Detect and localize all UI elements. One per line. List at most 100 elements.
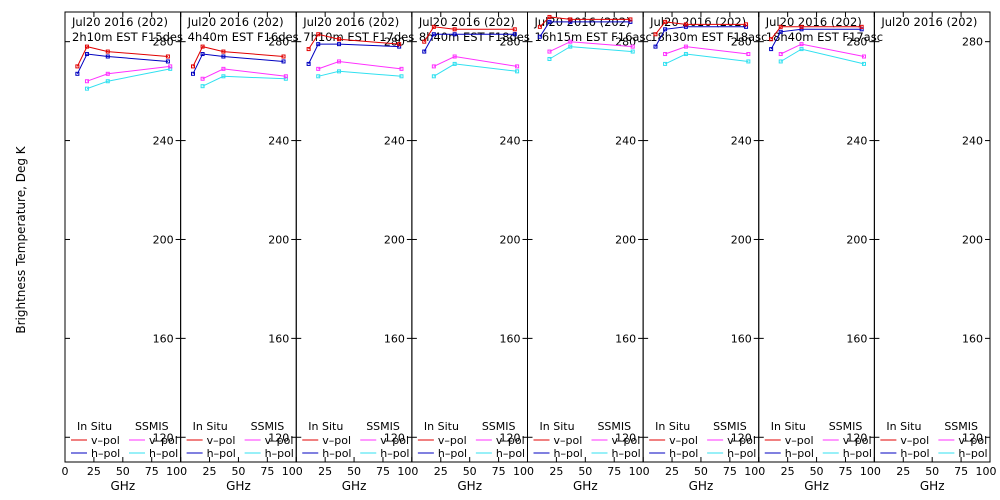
x-tick-label: 25 [318, 465, 332, 478]
insitu_h-line [76, 53, 168, 75]
y-tick-label: 240 [846, 135, 867, 148]
insitu_v-point [628, 17, 633, 22]
y-tick-label: 120 [153, 431, 174, 444]
ssmis_v-legend-label: v–pol [612, 434, 641, 447]
panel-title: Jul20 2016 (202) [71, 15, 168, 29]
ssmis_h-legend-label: h–pol [958, 447, 987, 460]
insitu_h-legend-label: h–pol [322, 447, 351, 460]
y-axis-label: Brightness Temperature, Deg K [14, 145, 28, 333]
ssmis_h-legend-label: h–pol [727, 447, 756, 460]
insitu_v-point [683, 22, 688, 27]
x-tick-label: 25 [87, 465, 101, 478]
ssmis_v-point [799, 42, 804, 47]
y-tick-label: 200 [846, 233, 867, 246]
y-tick-label: 280 [500, 36, 521, 49]
x-tick-label: 50 [347, 465, 361, 478]
y-tick-label: 120 [615, 431, 636, 444]
insitu_h-point [84, 52, 89, 57]
ssmis_v-point [337, 59, 342, 64]
insitu_v-point [337, 37, 342, 42]
insitu_v-legend-label: v–pol [900, 434, 929, 447]
ssmis_h-point [200, 84, 205, 89]
y-tick-label: 280 [153, 36, 174, 49]
insitu_h-point [221, 54, 226, 59]
insitu_v-line [770, 26, 862, 40]
insitu_v-legend-label: v–pol [785, 434, 814, 447]
y-tick-label: 240 [615, 135, 636, 148]
insitu_h-legend-label: h–pol [785, 447, 814, 460]
insitu_v-point [431, 24, 436, 29]
insitu_h-point [200, 52, 205, 57]
x-tick-label: 100 [860, 465, 881, 478]
legend-in-situ-heading: In Situ [771, 420, 806, 433]
ssmis_v-point [105, 71, 110, 76]
panel-title: Jul20 2016 (202) [765, 15, 862, 29]
insitu_h-point [653, 44, 658, 49]
ssmis_h-point [337, 69, 342, 74]
ssmis_h-point [683, 52, 688, 57]
x-tick-label: 25 [203, 465, 217, 478]
ssmis_v-point [283, 74, 288, 79]
y-tick-label: 240 [731, 135, 752, 148]
insitu_v-point [221, 49, 226, 54]
ssmis_v-point [746, 52, 751, 57]
ssmis_h-legend-label: h–pol [380, 447, 409, 460]
y-tick-label: 160 [500, 332, 521, 345]
ssmis_v-line [780, 43, 865, 57]
ssmis_v-point [168, 64, 173, 69]
y-tick-label: 120 [268, 431, 289, 444]
insitu_h-point [663, 27, 668, 32]
ssmis_v-point [630, 44, 635, 49]
x-tick-label: 50 [694, 465, 708, 478]
ssmis_h-legend-label: h–pol [843, 447, 872, 460]
legend-in-situ-heading: In Situ [540, 420, 575, 433]
ssmis_h-line [202, 75, 286, 87]
legend-in-situ-heading: In Situ [77, 420, 112, 433]
ssmis_v-legend-label: v–pol [380, 434, 409, 447]
ssmis_h-point [316, 74, 321, 79]
insitu_v-legend-label: v–pol [207, 434, 236, 447]
insitu_v-line [423, 26, 515, 42]
insitu_v-point [316, 32, 321, 37]
ssmis_h-point [168, 66, 173, 71]
y-tick-label: 120 [846, 431, 867, 444]
x-tick-label: 100 [513, 465, 534, 478]
y-tick-label: 200 [384, 233, 405, 246]
insitu_v-point [452, 27, 457, 32]
ssmis_h-line [86, 68, 171, 90]
x-axis-label: GHz [111, 479, 136, 493]
x-axis-label: GHz [226, 479, 251, 493]
ssmis_v-line [318, 60, 402, 70]
legend-in-situ-heading: In Situ [424, 420, 459, 433]
insitu_v-legend-label: v–pol [322, 434, 351, 447]
insitu_v-point [75, 64, 80, 69]
x-tick-label: 100 [629, 465, 650, 478]
x-tick-label: 25 [896, 465, 910, 478]
insitu_v-line [308, 33, 400, 50]
x-axis-label: GHz [804, 479, 829, 493]
insitu_v-point [84, 44, 89, 49]
y-tick-label: 280 [268, 36, 289, 49]
panel-subtitle: 18h40m EST F17asc [766, 30, 883, 44]
panel-title: Jul20 2016 (202) [187, 15, 284, 29]
insitu_v-point [663, 19, 668, 24]
ssmis_h-point [778, 59, 783, 64]
y-tick-label: 200 [268, 233, 289, 246]
y-tick-label: 120 [384, 431, 405, 444]
panel-subtitle: 16h15m EST F16asc [535, 30, 652, 44]
insitu_v-point [778, 24, 783, 29]
panel-8: 25 50 75 100 GHz 120 160 200 240 280 Jul20 2016 (2… [873, 11, 997, 493]
ssmis_v-point [861, 54, 866, 59]
x-axis-label: GHz [342, 479, 367, 493]
ssmis_h-point [84, 86, 89, 91]
y-tick-label: 160 [846, 332, 867, 345]
insitu_v-point [422, 39, 427, 44]
insitu_v-point [281, 54, 286, 59]
ssmis_v-point [778, 52, 783, 57]
y-tick-label: 240 [962, 135, 983, 148]
ssmis_h-point [630, 49, 635, 54]
legend-in-situ-heading: In Situ [308, 420, 343, 433]
ssmis_v-point [84, 79, 89, 84]
ssmis_h-line [549, 46, 633, 60]
